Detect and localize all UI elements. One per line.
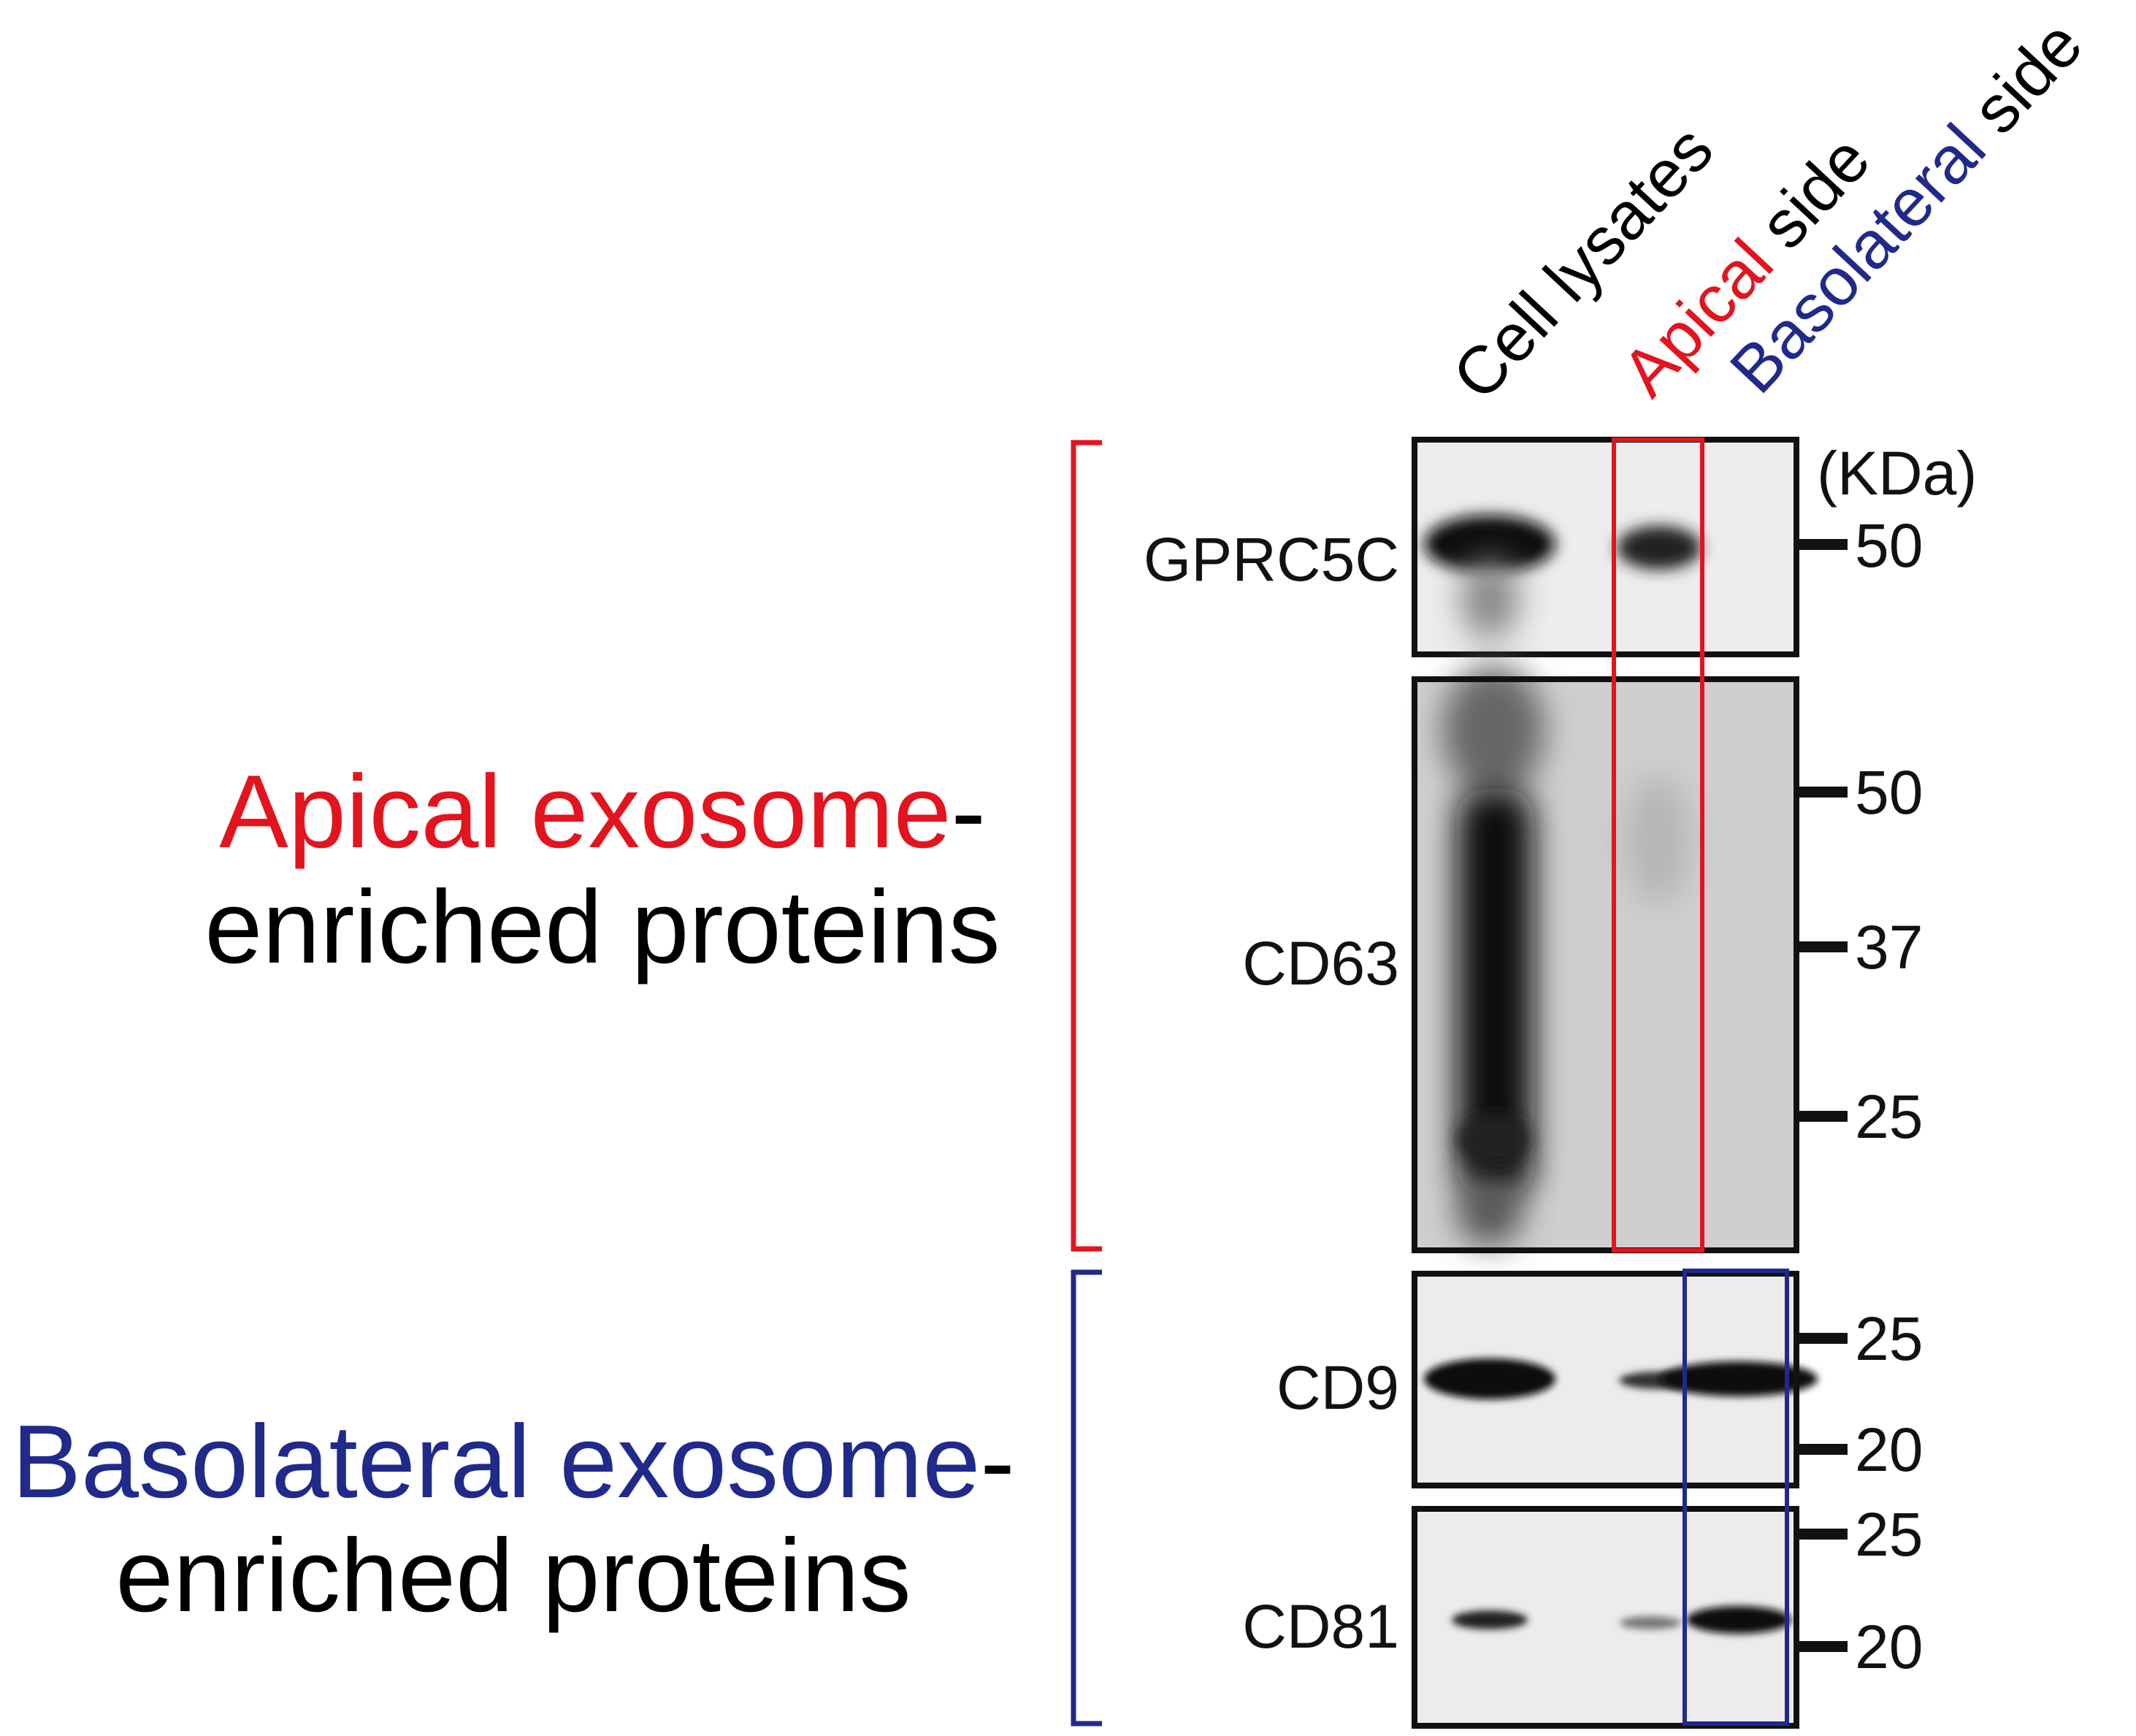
basolateral-bracket bbox=[1071, 1269, 1102, 1727]
marker-label: 25 bbox=[1855, 1500, 1923, 1569]
blot-panel-gprc5c bbox=[1412, 437, 1799, 657]
band bbox=[1452, 1610, 1528, 1629]
apical-group-label-line2: enriched proteins bbox=[204, 869, 1000, 985]
blot-panel-cd63 bbox=[1412, 665, 1799, 1253]
marker-ticks bbox=[1796, 539, 1848, 1652]
protein-label-cd81: CD81 bbox=[1242, 1592, 1399, 1661]
marker-label: 20 bbox=[1855, 1613, 1923, 1681]
band bbox=[1660, 1361, 1818, 1396]
marker-label: 37 bbox=[1855, 913, 1923, 982]
protein-label-cd9: CD9 bbox=[1276, 1353, 1399, 1422]
band bbox=[1424, 1358, 1555, 1399]
basolateral-lane-highlight bbox=[1683, 1269, 1789, 1726]
protein-label-cd63: CD63 bbox=[1242, 929, 1399, 998]
blot-panel-cd81 bbox=[1412, 1506, 1799, 1729]
band bbox=[1617, 526, 1701, 570]
marker-label: 20 bbox=[1855, 1415, 1923, 1484]
band bbox=[1620, 1616, 1681, 1629]
blot-panel-cd9 bbox=[1412, 1271, 1818, 1488]
apical-bracket bbox=[1071, 440, 1102, 1252]
apical-group-label: Apical exosome- bbox=[219, 754, 986, 870]
marker-label: 25 bbox=[1855, 1304, 1923, 1373]
band-smear bbox=[1457, 789, 1534, 1198]
band-smear bbox=[1461, 559, 1519, 639]
band bbox=[1686, 1606, 1791, 1634]
protein-label-gprc5c: GPRC5C bbox=[1144, 525, 1399, 594]
basolateral-group-label-line2: enriched proteins bbox=[115, 1518, 911, 1634]
basolateral-group-label: Basolateral exosome- bbox=[12, 1404, 1014, 1520]
marker-label: 50 bbox=[1855, 758, 1923, 827]
marker-label: 50 bbox=[1855, 511, 1923, 580]
unit-label: (KDa) bbox=[1817, 439, 1977, 508]
apical-lane-highlight bbox=[1612, 437, 1704, 1253]
marker-label: 25 bbox=[1855, 1082, 1923, 1151]
band bbox=[1424, 515, 1555, 573]
